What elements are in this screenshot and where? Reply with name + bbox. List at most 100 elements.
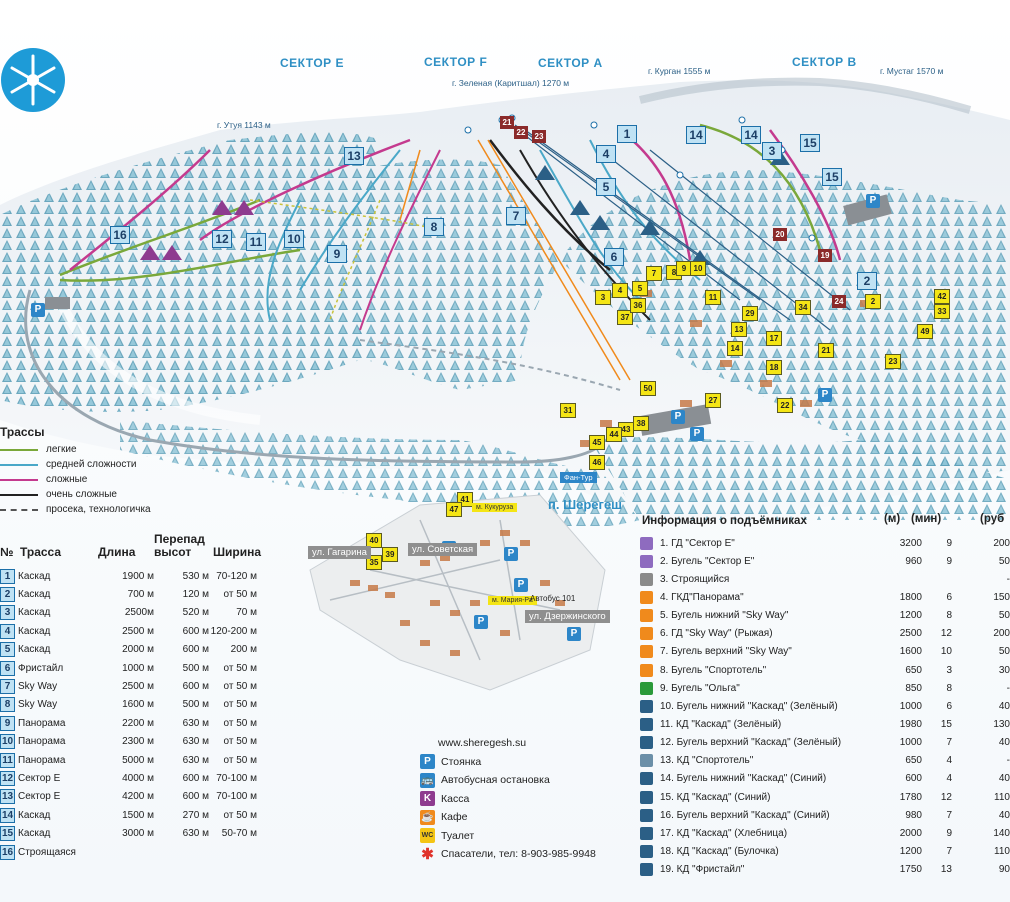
lift-min: 4 <box>946 755 952 767</box>
lift-row[interactable]: 15. КД "Каскад" (Синий) 1780 12 110 <box>640 788 1010 806</box>
map-facility-42[interactable]: 42 <box>934 289 950 304</box>
lift-row[interactable]: 7. Бугель верхний "Sky Way" 1600 10 50 <box>640 643 1010 661</box>
map-facility-45[interactable]: 45 <box>589 435 605 450</box>
map-facility-29[interactable]: 29 <box>742 306 758 321</box>
trail-row[interactable]: 8 Sky Way 1600 м 500 м от 50 м <box>0 696 257 714</box>
lift-row[interactable]: 16. Бугель верхний "Каскад" (Синий) 980 7 4… <box>640 806 1010 824</box>
map-facility-37[interactable]: 37 <box>617 310 633 325</box>
map-facility-21[interactable]: 21 <box>818 343 834 358</box>
map-trail-9[interactable]: 9 <box>327 245 347 263</box>
trail-width: от 50 м <box>223 681 257 693</box>
lift-row[interactable]: 4. ГКД"Панорама" 1800 6 150 <box>640 588 1010 606</box>
map-facility-14[interactable]: 14 <box>727 341 743 356</box>
map-trail-15b[interactable]: 15 <box>800 134 820 152</box>
trail-row[interactable]: 16 Строящаяся <box>0 843 257 861</box>
map-facility-40[interactable]: 40 <box>366 533 382 548</box>
street-sovetskaya: ул. Советская <box>408 543 478 556</box>
map-facility-23[interactable]: 23 <box>885 354 901 369</box>
lift-row[interactable]: 13. КД "Спортотель" 650 4 - <box>640 752 1010 770</box>
map-facility-3[interactable]: 3 <box>595 290 611 305</box>
map-facility-18[interactable]: 18 <box>766 360 782 375</box>
sector-e-label: СЕКТОР Е <box>280 56 344 70</box>
map-trail-5[interactable]: 5 <box>596 178 616 196</box>
map-facility-11[interactable]: 11 <box>705 290 721 305</box>
map-facility-49[interactable]: 49 <box>917 324 933 339</box>
lifts-col-m: (м) <box>884 513 901 525</box>
lift-row[interactable]: 17. КД "Каскад" (Хлебница) 2000 9 140 <box>640 824 1010 842</box>
trail-row[interactable]: 2 Каскад 700 м 120 м от 50 м <box>0 585 257 603</box>
map-trail-14b[interactable]: 14 <box>741 126 761 144</box>
lift-row[interactable]: 8. Бугель "Спортотель" 650 3 30 <box>640 661 1010 679</box>
map-facility-39[interactable]: 39 <box>382 547 398 562</box>
map-trail-3[interactable]: 3 <box>762 142 782 160</box>
lift-row[interactable]: 12. Бугель верхний "Каскад" (Зелёный) 100… <box>640 734 1010 752</box>
map-facility-17[interactable]: 17 <box>766 331 782 346</box>
trail-row[interactable]: 12 Сектор Е 4000 м 600 м 70-100 м <box>0 769 257 787</box>
lift-min: 12 <box>940 791 952 803</box>
map-trail-14[interactable]: 14 <box>686 126 706 144</box>
map-facility-33[interactable]: 33 <box>934 304 950 319</box>
trail-drop: 600 м <box>182 625 209 637</box>
lift-row[interactable]: 6. ГД "Sky Way" (Рыжая) 2500 12 200 <box>640 625 1010 643</box>
map-trail-7[interactable]: 7 <box>506 207 526 225</box>
map-trail-11[interactable]: 11 <box>246 233 266 251</box>
map-trail-4[interactable]: 4 <box>596 145 616 163</box>
lift-row[interactable]: 18. КД "Каскад" (Булочка) 1200 7 110 <box>640 842 1010 860</box>
map-facility-46[interactable]: 46 <box>589 455 605 470</box>
map-trail-10[interactable]: 10 <box>284 230 304 248</box>
map-trail-6[interactable]: 6 <box>604 248 624 266</box>
trail-row[interactable]: 10 Панорама 2300 м 630 м от 50 м <box>0 733 257 751</box>
trail-row[interactable]: 1 Каскад 1900 м 530 м 70-120 м <box>0 567 257 585</box>
trail-number-badge: 4 <box>0 623 15 639</box>
lift-row[interactable]: 10. Бугель нижний "Каскад" (Зелёный) 1000… <box>640 697 1010 715</box>
trail-width: 50-70 м <box>221 828 257 840</box>
trail-length: 5000 м <box>122 754 154 766</box>
lift-row[interactable]: 11. КД "Каскад" (Зелёный) 1980 15 130 <box>640 715 1010 733</box>
map-facility-34[interactable]: 34 <box>795 300 811 315</box>
trail-row[interactable]: 4 Каскад 2500 м 600 м 120-200 м <box>0 622 257 640</box>
map-trail-12[interactable]: 12 <box>212 230 232 248</box>
trail-row[interactable]: 6 Фристайл 1000 м 500 м от 50 м <box>0 659 257 677</box>
map-facility-22[interactable]: 22 <box>777 398 793 413</box>
map-facility-31[interactable]: 31 <box>560 403 576 418</box>
trail-width: 200 м <box>230 644 257 656</box>
map-facility-2[interactable]: 2 <box>865 294 881 309</box>
lift-row[interactable]: 1. ГД "Сектор Е" 3200 9 200 <box>640 534 1010 552</box>
map-trail-16[interactable]: 16 <box>110 226 130 244</box>
lift-row[interactable]: 19. КД "Фристайл" 1750 13 90 <box>640 861 1010 879</box>
lift-row[interactable]: 9. Бугель "Ольга" 850 8 - <box>640 679 1010 697</box>
lift-row[interactable]: 3. Строящийся - <box>640 570 1010 588</box>
trail-row[interactable]: 11 Панорама 5000 м 630 м от 50 м <box>0 751 257 769</box>
trail-row[interactable]: 5 Каскад 2000 м 600 м 200 м <box>0 641 257 659</box>
lift-row[interactable]: 2. Бугель "Сектор Е" 960 9 50 <box>640 552 1010 570</box>
trail-row[interactable]: 9 Панорама 2200 м 630 м от 50 м <box>0 714 257 732</box>
trail-row[interactable]: 3 Каскад 2500м 520 м 70 м <box>0 604 257 622</box>
lift-row[interactable]: 5. Бугель нижний "Sky Way" 1200 8 50 <box>640 607 1010 625</box>
website-url[interactable]: www.sheregesh.su <box>438 737 527 749</box>
map-trail-2[interactable]: 2 <box>857 272 877 290</box>
trail-row[interactable]: 14 Каскад 1500 м 270 м от 50 м <box>0 806 257 824</box>
trail-row[interactable]: 7 Sky Way 2500 м 600 м от 50 м <box>0 677 257 695</box>
map-facility-38[interactable]: 38 <box>633 416 649 431</box>
lift-icon <box>640 826 653 840</box>
trail-name: Панорама <box>18 736 66 748</box>
map-facility-47[interactable]: 47 <box>446 502 462 517</box>
lift-m: 1780 <box>899 791 922 803</box>
map-facility-50[interactable]: 50 <box>640 381 656 396</box>
map-facility-5[interactable]: 5 <box>632 281 648 296</box>
lift-row[interactable]: 14. Бугель нижний "Каскад" (Синий) 600 4 40 <box>640 770 1010 788</box>
lift-station-21: 21 <box>500 116 514 129</box>
map-trail-13[interactable]: 13 <box>344 147 364 165</box>
map-facility-27[interactable]: 27 <box>705 393 721 408</box>
map-facility-13[interactable]: 13 <box>731 322 747 337</box>
trail-row[interactable]: 13 Сектор Е 4200 м 600 м 70-100 м <box>0 788 257 806</box>
map-facility-7[interactable]: 7 <box>646 266 662 281</box>
map-trail-1[interactable]: 1 <box>617 125 637 143</box>
map-trail-15[interactable]: 15 <box>822 168 842 186</box>
map-facility-44[interactable]: 44 <box>606 427 622 442</box>
map-trail-8[interactable]: 8 <box>424 218 444 236</box>
trail-row[interactable]: 15 Каскад 3000 м 630 м 50-70 м <box>0 824 257 842</box>
map-facility-36[interactable]: 36 <box>630 298 646 313</box>
map-facility-4[interactable]: 4 <box>612 283 628 298</box>
map-facility-10[interactable]: 10 <box>690 261 706 276</box>
